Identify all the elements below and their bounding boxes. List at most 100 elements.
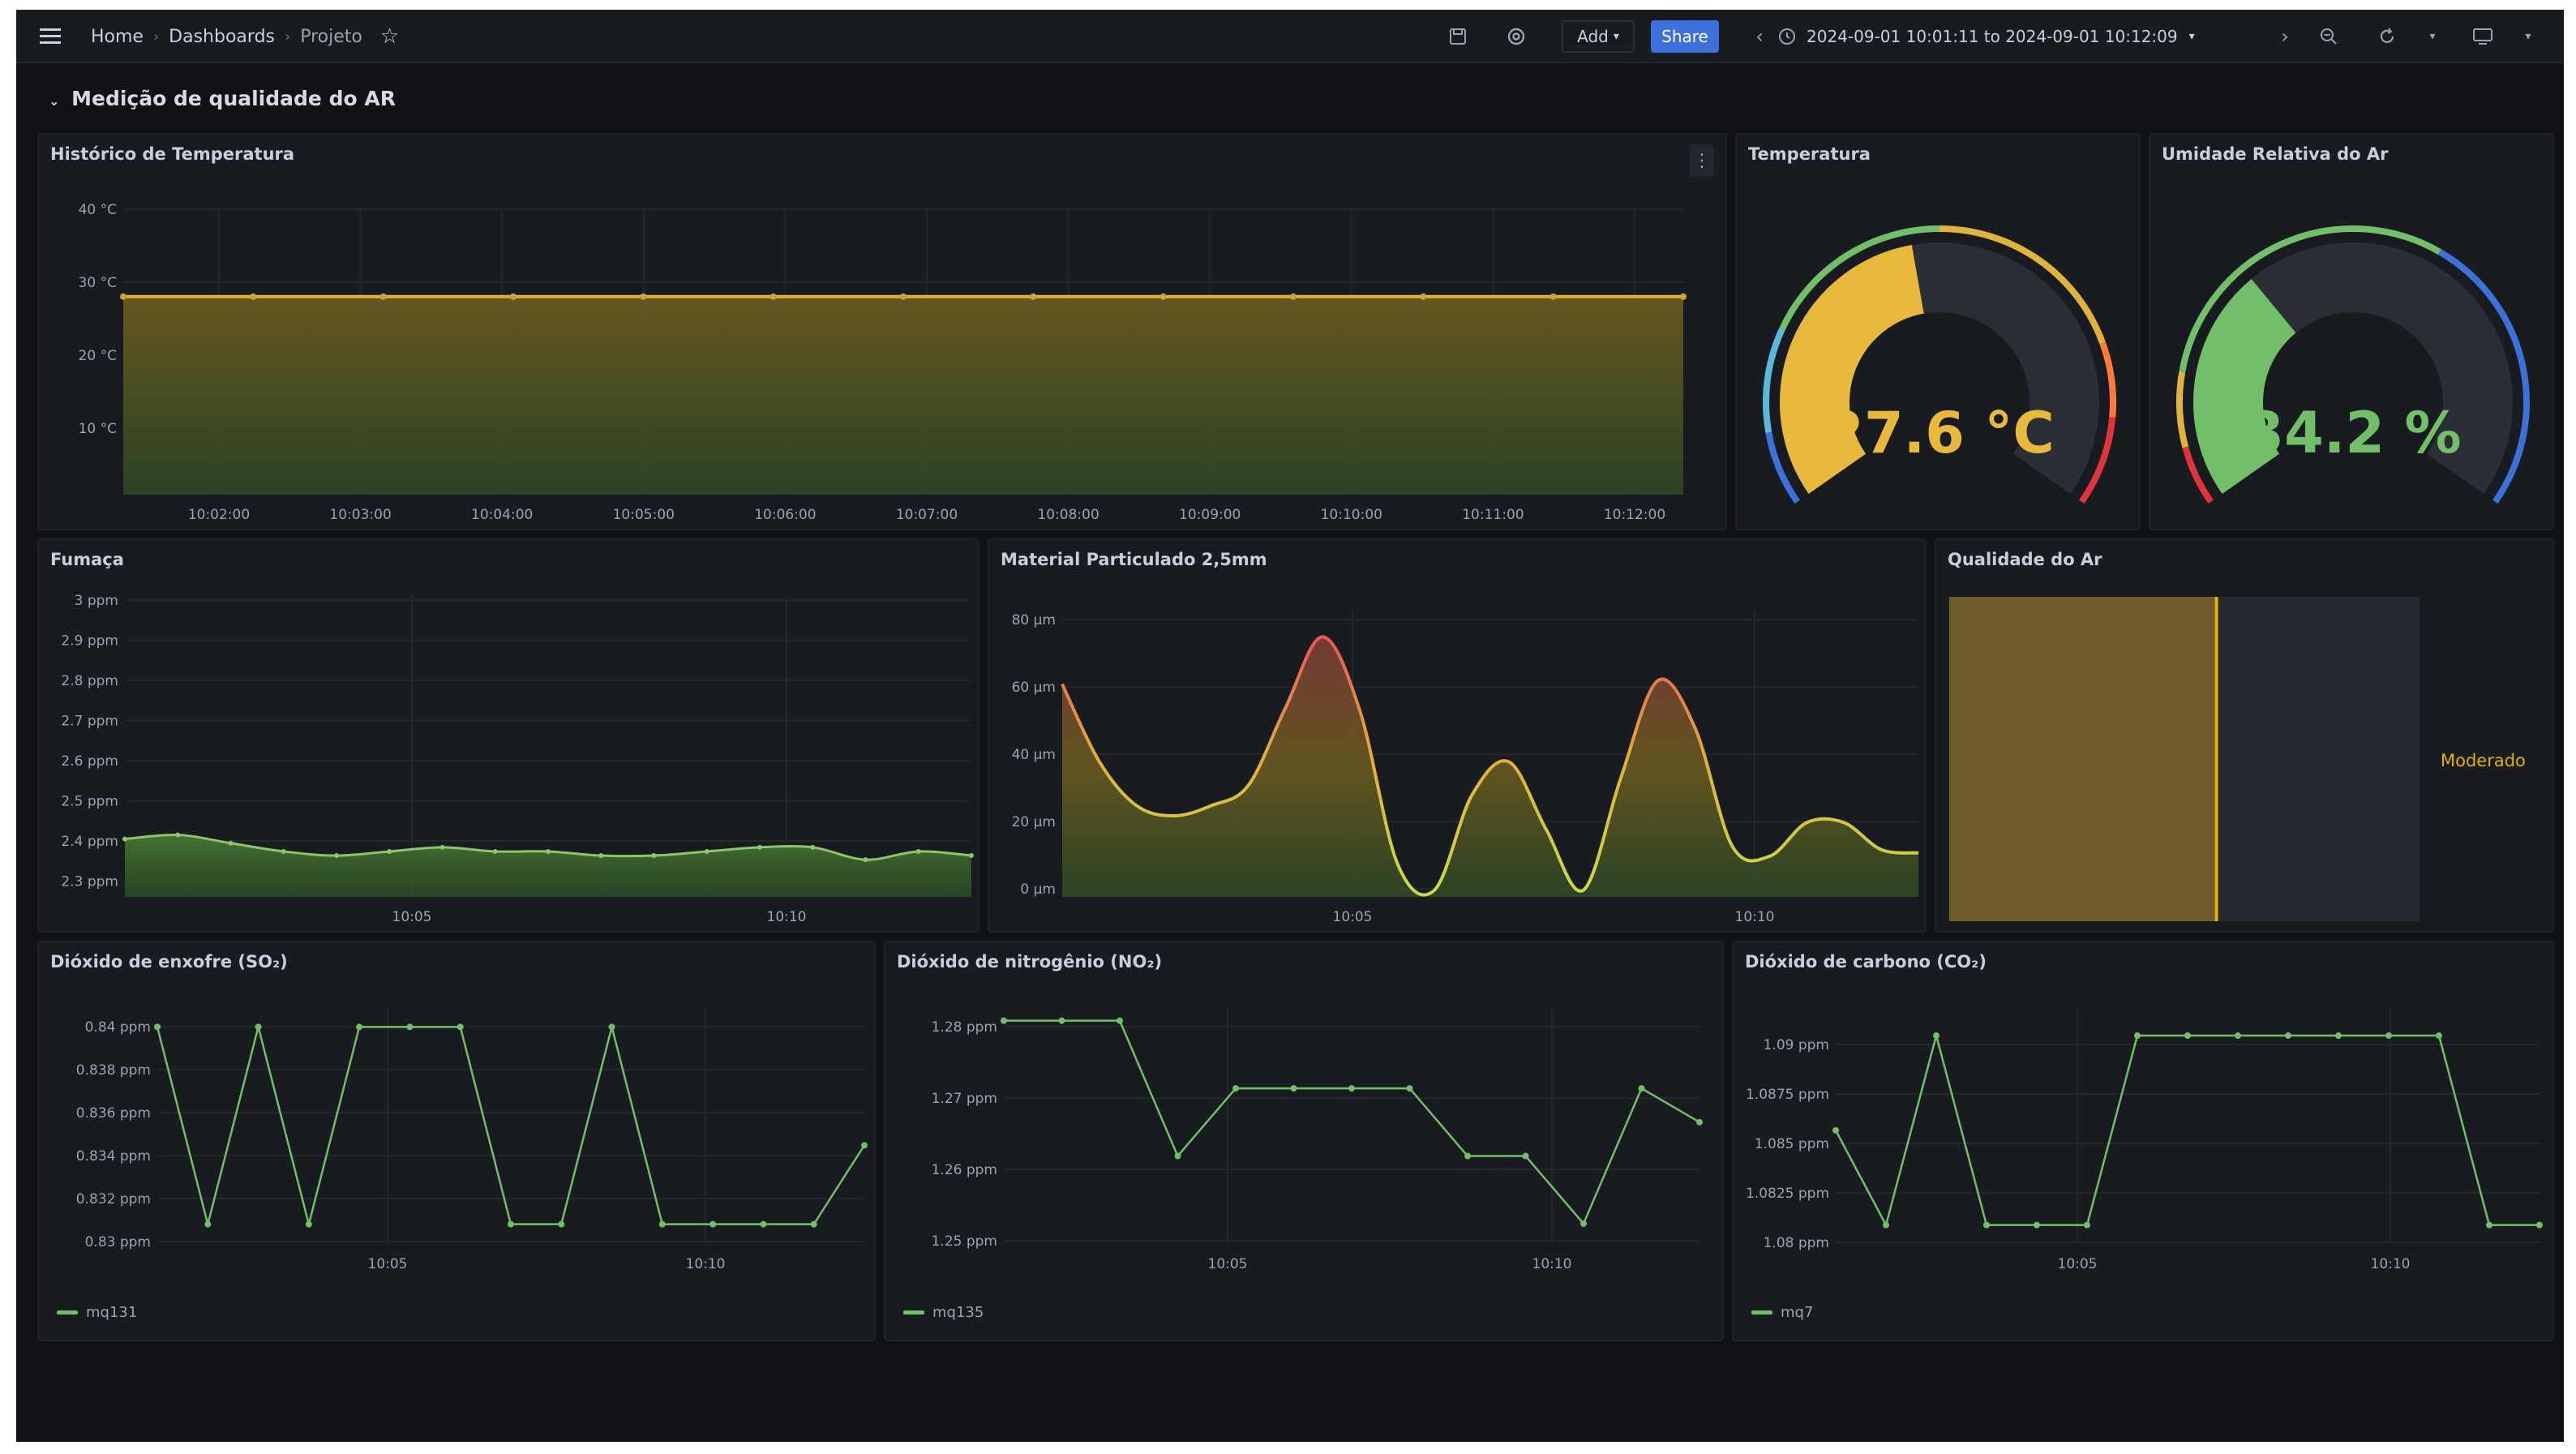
- data-point[interactable]: [1001, 1017, 1007, 1024]
- chevron-down-icon[interactable]: ▾: [2429, 30, 2436, 43]
- data-point[interactable]: [757, 844, 762, 850]
- data-point[interactable]: [510, 293, 516, 300]
- share-label: Share: [1661, 27, 1708, 46]
- add-button[interactable]: Add ▾: [1562, 20, 1635, 53]
- data-point[interactable]: [651, 853, 657, 859]
- data-point[interactable]: [863, 857, 868, 863]
- data-point[interactable]: [2285, 1032, 2291, 1040]
- data-point[interactable]: [1159, 293, 1167, 300]
- data-point[interactable]: [969, 853, 974, 859]
- breadcrumb-dashboards[interactable]: Dashboards: [169, 26, 275, 47]
- data-point[interactable]: [508, 1220, 514, 1228]
- data-point[interactable]: [255, 1023, 262, 1031]
- data-point[interactable]: [1232, 1085, 1239, 1092]
- data-point[interactable]: [356, 1023, 363, 1031]
- data-point[interactable]: [760, 1220, 767, 1228]
- series-line[interactable]: [1004, 1019, 1700, 1226]
- data-point[interactable]: [406, 1023, 414, 1031]
- data-point[interactable]: [1638, 1085, 1645, 1092]
- data-point[interactable]: [608, 1023, 615, 1031]
- series-line[interactable]: [156, 1026, 866, 1225]
- data-point[interactable]: [1549, 293, 1557, 300]
- data-point[interactable]: [334, 853, 339, 859]
- series-line[interactable]: [1061, 635, 1919, 897]
- legend-item[interactable]: mq135: [903, 1304, 984, 1321]
- time-range-picker[interactable]: 2024-09-01 10:01:11 to 2024-09-01 10:12:…: [1777, 20, 2256, 53]
- data-point[interactable]: [2134, 1032, 2141, 1040]
- data-point[interactable]: [1522, 1152, 1529, 1160]
- data-point[interactable]: [2486, 1221, 2492, 1229]
- row-header[interactable]: ⌄ Medição de qualidade do AR: [49, 87, 396, 110]
- data-point[interactable]: [558, 1220, 565, 1228]
- data-point[interactable]: [228, 840, 234, 846]
- menu-icon[interactable]: [34, 20, 66, 53]
- data-point[interactable]: [154, 1023, 161, 1031]
- star-icon[interactable]: ☆: [379, 24, 400, 49]
- tv-icon[interactable]: [2467, 20, 2499, 53]
- data-point[interactable]: [709, 1220, 717, 1228]
- data-point[interactable]: [1117, 1017, 1123, 1024]
- data-point[interactable]: [861, 1142, 868, 1149]
- data-point[interactable]: [1030, 293, 1037, 300]
- data-point[interactable]: [2034, 1221, 2040, 1229]
- data-point[interactable]: [2335, 1032, 2342, 1040]
- chevron-down-icon[interactable]: ▾: [2525, 30, 2531, 43]
- data-point[interactable]: [379, 293, 387, 300]
- data-point[interactable]: [900, 293, 907, 300]
- data-point[interactable]: [598, 853, 604, 859]
- data-point[interactable]: [2436, 1032, 2442, 1040]
- data-point[interactable]: [175, 832, 181, 838]
- panel-nitrogen-dioxide: Dióxido de nitrogênio (NO₂) 1.28 ppm 1.27…: [884, 941, 1724, 1341]
- data-point[interactable]: [250, 293, 257, 300]
- data-point[interactable]: [704, 848, 709, 854]
- data-point[interactable]: [120, 293, 126, 300]
- breadcrumb-home[interactable]: Home: [91, 26, 144, 47]
- data-point[interactable]: [387, 848, 392, 854]
- data-point[interactable]: [1580, 1220, 1587, 1227]
- legend-item[interactable]: mq7: [1751, 1304, 1813, 1321]
- data-point[interactable]: [492, 848, 498, 854]
- data-point[interactable]: [456, 1023, 464, 1031]
- data-point[interactable]: [2385, 1032, 2392, 1040]
- chevron-right-icon[interactable]: ›: [2281, 25, 2289, 48]
- data-point[interactable]: [1680, 293, 1687, 300]
- data-point[interactable]: [1420, 293, 1427, 300]
- series-line[interactable]: [1834, 1032, 2540, 1229]
- data-point[interactable]: [2235, 1032, 2241, 1040]
- data-point[interactable]: [810, 844, 816, 850]
- data-point[interactable]: [204, 1220, 212, 1228]
- data-point[interactable]: [122, 836, 127, 842]
- legend-item[interactable]: mq131: [57, 1304, 137, 1321]
- data-point[interactable]: [1406, 1085, 1413, 1092]
- data-point[interactable]: [1348, 1085, 1355, 1092]
- data-point[interactable]: [2536, 1221, 2543, 1229]
- save-icon[interactable]: [1442, 20, 1474, 53]
- data-point[interactable]: [1464, 1152, 1471, 1160]
- panel-menu-icon[interactable]: ⋮: [1690, 144, 1714, 177]
- data-point[interactable]: [2084, 1221, 2090, 1229]
- data-point[interactable]: [1883, 1221, 1889, 1229]
- share-button[interactable]: Share: [1651, 20, 1719, 53]
- settings-icon[interactable]: [1500, 20, 1532, 53]
- data-point[interactable]: [658, 1220, 666, 1228]
- data-point[interactable]: [1933, 1032, 1940, 1040]
- data-point[interactable]: [1290, 1085, 1297, 1092]
- data-point[interactable]: [1983, 1221, 1990, 1229]
- data-point[interactable]: [439, 844, 445, 850]
- data-point[interactable]: [1696, 1118, 1703, 1126]
- refresh-icon[interactable]: [2371, 20, 2403, 53]
- chevron-left-icon[interactable]: ‹: [1755, 25, 1764, 48]
- data-point[interactable]: [281, 848, 286, 854]
- zoom-out-icon[interactable]: [2312, 20, 2345, 53]
- data-point[interactable]: [2184, 1032, 2191, 1040]
- data-point[interactable]: [305, 1220, 312, 1228]
- data-point[interactable]: [1290, 293, 1297, 300]
- data-point[interactable]: [769, 293, 777, 300]
- data-point[interactable]: [1058, 1017, 1065, 1024]
- data-point[interactable]: [1174, 1152, 1181, 1160]
- data-point[interactable]: [810, 1220, 817, 1228]
- data-point[interactable]: [640, 293, 647, 300]
- data-point[interactable]: [1832, 1126, 1839, 1134]
- data-point[interactable]: [915, 848, 921, 854]
- data-point[interactable]: [546, 848, 551, 854]
